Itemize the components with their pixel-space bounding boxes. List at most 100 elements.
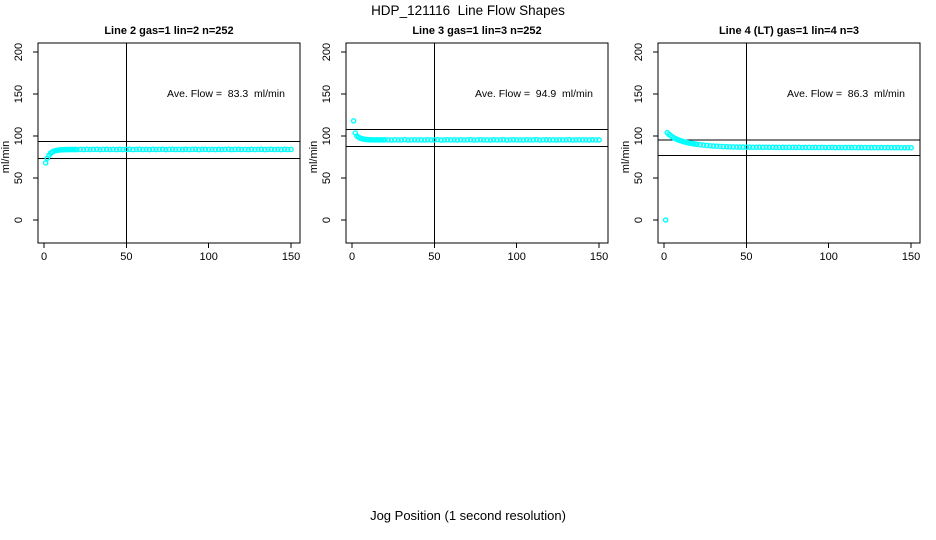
data-point — [895, 144, 901, 151]
y-tick-label: 200 — [321, 43, 333, 61]
data-point — [885, 144, 891, 151]
data-point — [242, 146, 248, 153]
data-point — [700, 142, 707, 148]
data-point — [766, 144, 773, 151]
data-point — [123, 146, 130, 153]
data-point — [107, 146, 113, 153]
data-point — [271, 146, 278, 153]
data-point — [284, 146, 291, 153]
data-point — [451, 137, 457, 143]
data-point — [713, 143, 720, 149]
data-point — [418, 137, 424, 143]
y-tick-label: 100 — [13, 127, 25, 145]
data-point — [182, 146, 189, 153]
data-point — [464, 137, 471, 143]
data-point — [822, 144, 829, 151]
data-point — [281, 146, 288, 153]
data-point — [42, 160, 49, 166]
data-point — [398, 137, 405, 143]
data-point — [434, 136, 441, 143]
data-point — [172, 146, 179, 153]
data-point — [779, 144, 786, 151]
plot-box — [657, 42, 921, 244]
data-point — [228, 146, 235, 153]
data-point — [146, 146, 153, 153]
data-point — [212, 146, 219, 153]
data-point — [205, 146, 212, 153]
data-point — [431, 137, 438, 143]
data-point — [156, 146, 163, 153]
data-point — [90, 146, 97, 153]
data-point — [720, 143, 727, 150]
data-point — [421, 137, 428, 143]
data-point — [536, 137, 543, 143]
data-point — [350, 118, 357, 124]
data-point — [497, 137, 504, 143]
data-point — [750, 144, 756, 151]
data-point — [209, 146, 215, 153]
data-point — [872, 144, 878, 151]
data-point — [268, 146, 275, 153]
data-point — [133, 146, 140, 153]
data-point — [898, 144, 904, 151]
data-point — [405, 137, 411, 143]
y-axis-label: ml/min — [0, 141, 12, 173]
data-point — [819, 144, 825, 151]
data-point — [816, 144, 822, 151]
y-tick-label: 150 — [633, 85, 645, 103]
data-point — [248, 146, 255, 153]
data-point — [763, 144, 769, 151]
y-axis-label: ml/min — [620, 141, 632, 173]
y-tick-label: 100 — [321, 127, 333, 145]
data-point — [438, 137, 444, 143]
data-point — [530, 137, 536, 143]
data-point — [159, 146, 166, 153]
ave-flow-annotation: Ave. Flow = 86.3 ml/min — [787, 88, 905, 100]
data-point — [569, 137, 576, 143]
data-point — [901, 144, 908, 151]
data-point — [513, 137, 520, 143]
data-point — [783, 144, 789, 151]
plot-panel-line3: Line 3 gas=1 lin=3 n=252 0 50 100 150 0 50 100 1… — [308, 25, 609, 263]
data-point — [461, 137, 467, 143]
data-point — [490, 136, 497, 143]
data-point — [169, 146, 176, 153]
data-point — [222, 146, 228, 153]
data-point — [444, 136, 451, 143]
x-tick-label: 0 — [661, 251, 667, 263]
data-point — [484, 137, 490, 143]
plot-box — [37, 42, 301, 244]
data-point — [232, 146, 238, 153]
data-point — [143, 146, 149, 153]
data-point — [806, 144, 812, 151]
y-tick-label: 200 — [13, 43, 25, 61]
data-point — [845, 144, 852, 151]
data-point — [288, 146, 294, 153]
panel-title: Line 3 gas=1 lin=3 n=252 — [412, 25, 541, 37]
y-tick-label: 50 — [13, 172, 25, 184]
data-point — [202, 146, 209, 153]
data-point — [533, 136, 540, 143]
data-point — [411, 136, 418, 143]
data-point — [809, 144, 816, 151]
data-point — [743, 144, 750, 150]
data-point — [789, 144, 796, 151]
figure-title: HDP_121116 Line Flow Shapes — [371, 3, 565, 18]
x-tick-label: 50 — [740, 251, 752, 263]
plot-panel-line2: Line 2 gas=1 lin=2 n=252 0 50 100 150 0 50 100 1… — [0, 25, 301, 263]
x-tick-label: 150 — [590, 251, 608, 263]
data-point — [225, 146, 232, 153]
data-point — [395, 137, 401, 143]
data-point — [553, 137, 560, 143]
data-point — [527, 137, 533, 143]
data-point — [904, 144, 911, 151]
data-point — [799, 144, 806, 151]
data-point — [862, 144, 868, 151]
data-point — [835, 144, 842, 151]
data-point — [392, 136, 398, 143]
data-point — [694, 141, 700, 148]
data-point — [474, 137, 480, 143]
data-point — [74, 146, 80, 153]
data-point — [80, 146, 87, 153]
data-point — [120, 146, 126, 153]
